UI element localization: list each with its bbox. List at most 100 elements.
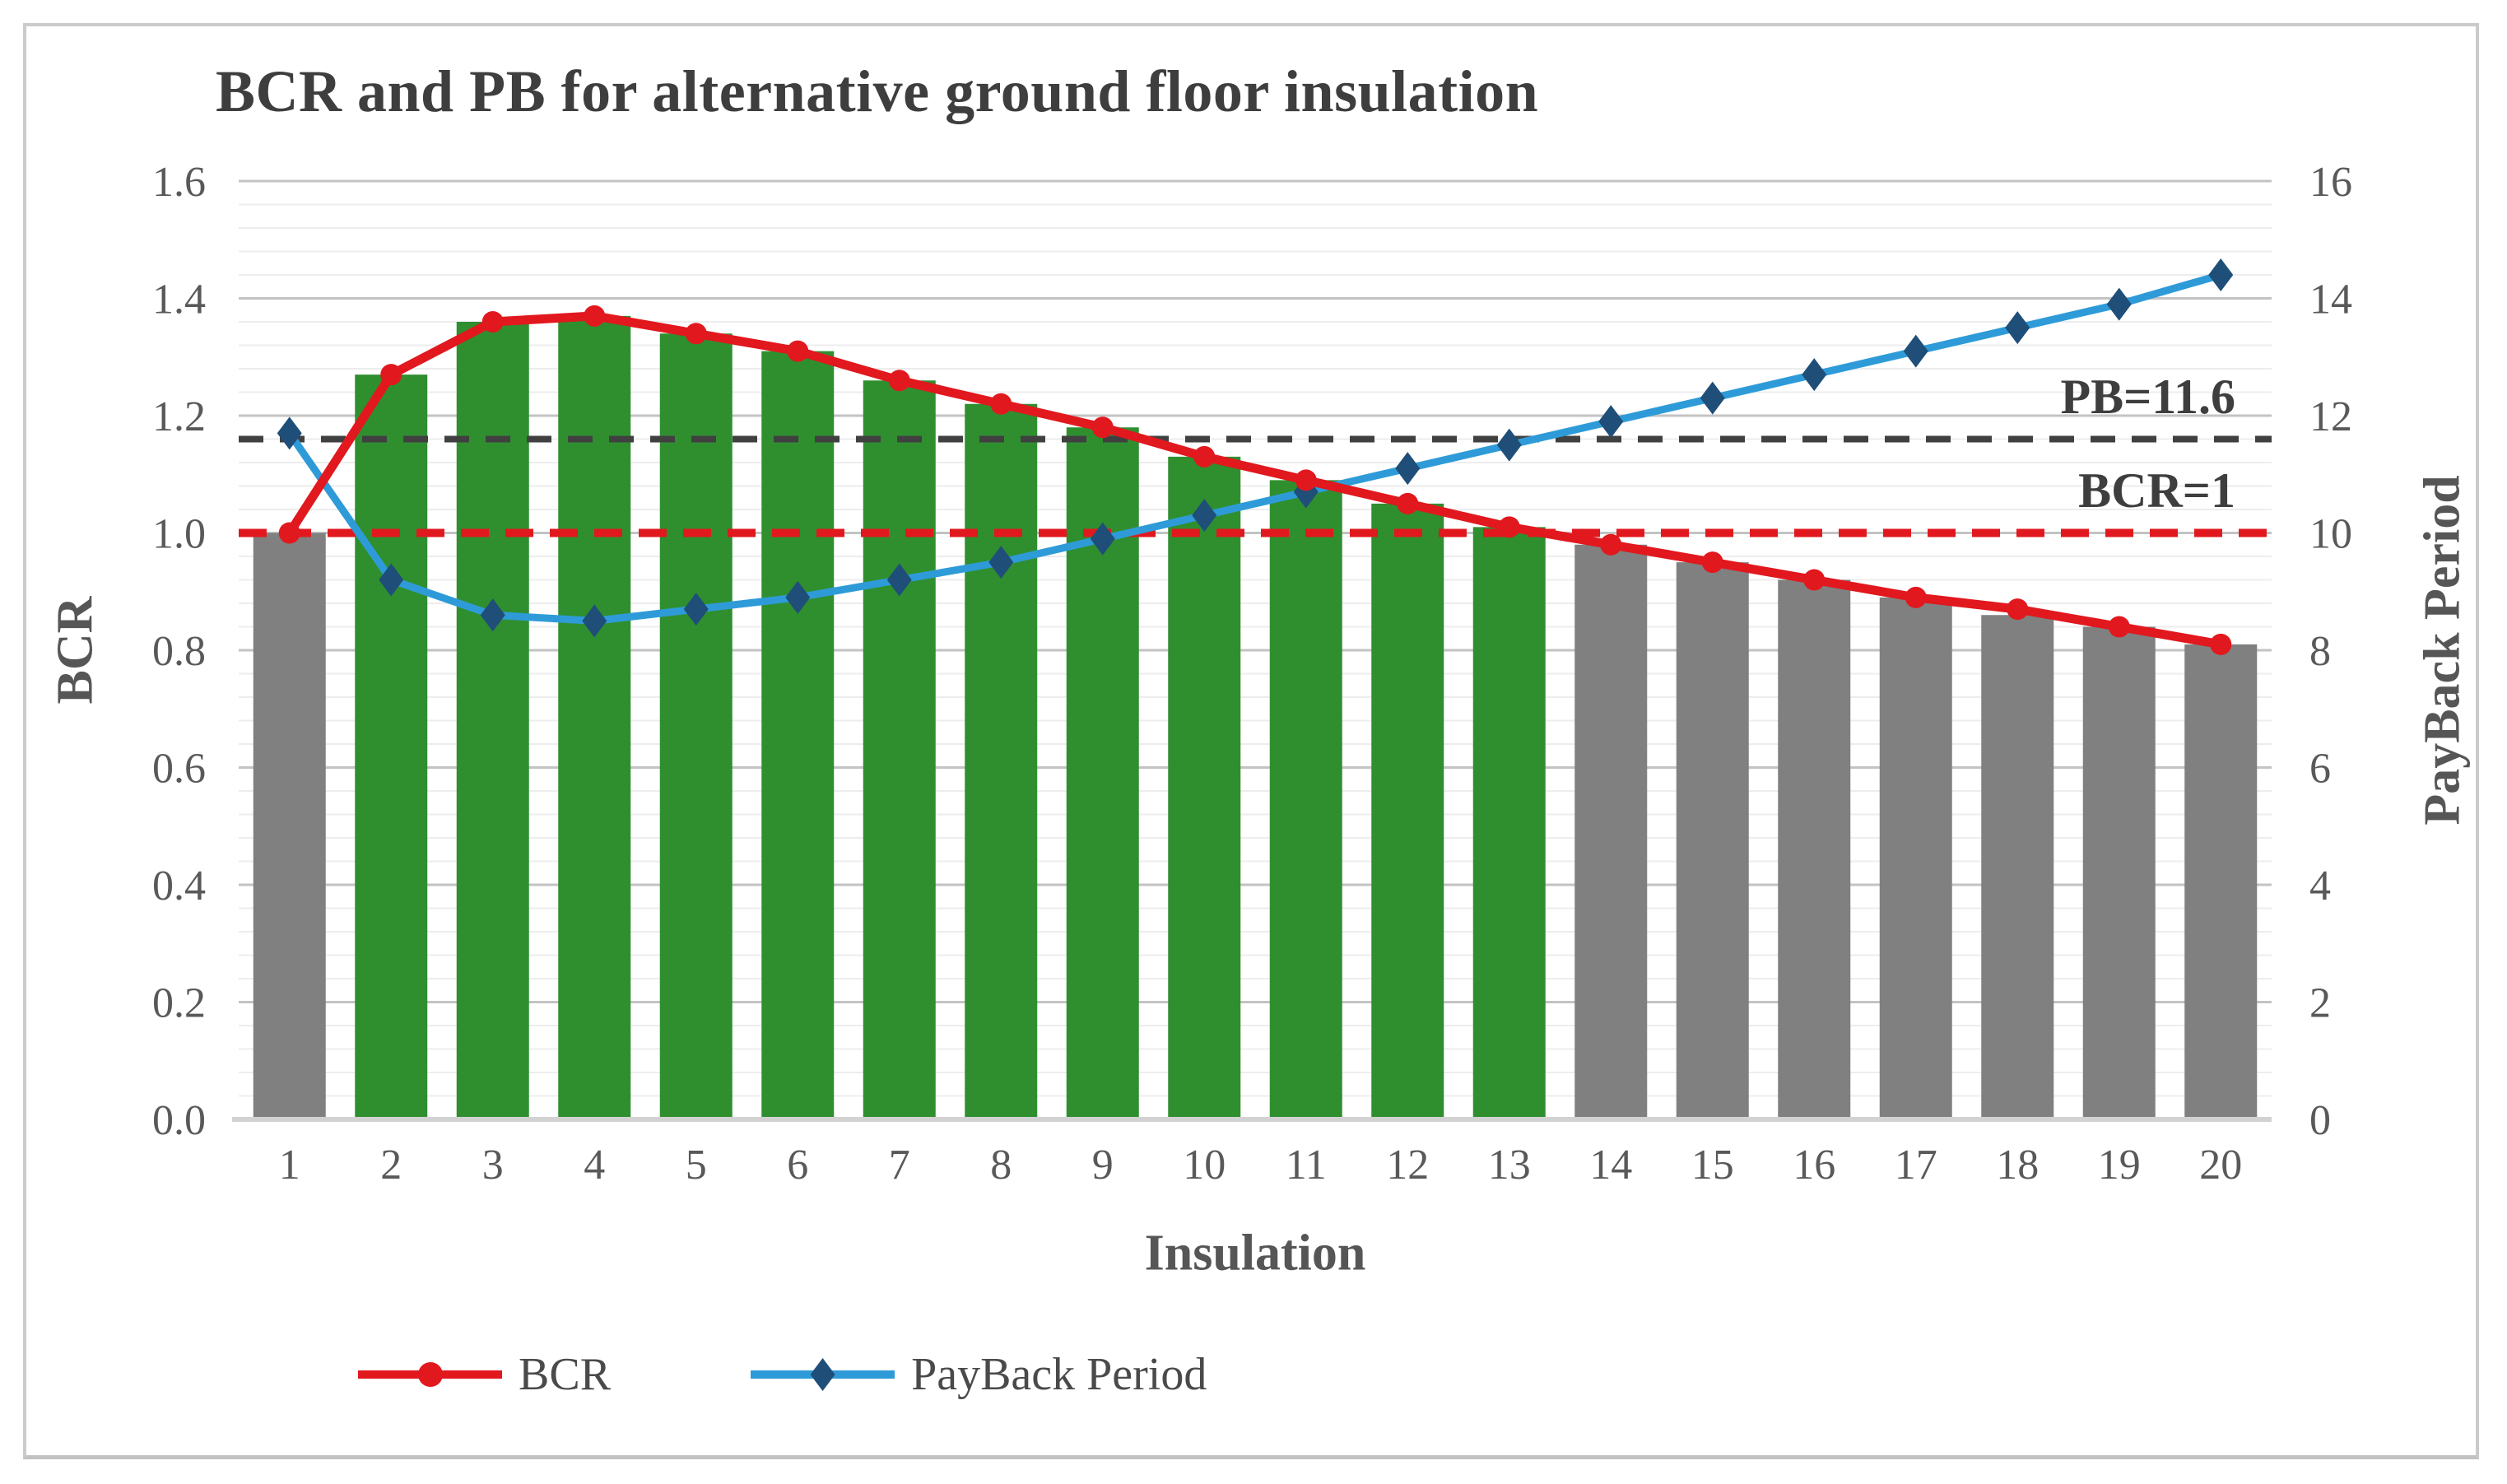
- x-axis-tick: 15: [1691, 1142, 1734, 1189]
- bcr-marker-3: [481, 311, 504, 333]
- payback-marker-13: [1496, 428, 1522, 462]
- payback-marker-14: [1598, 405, 1624, 439]
- y-axis-tick-left: 1.0: [152, 511, 206, 558]
- bcr-marker-2: [380, 364, 402, 386]
- bar-insulation-15: [1676, 562, 1749, 1119]
- x-axis-tick: 7: [889, 1142, 910, 1189]
- bcr-dot-marker-icon: [417, 1362, 443, 1387]
- bar-insulation-16: [1778, 579, 1851, 1119]
- bar-insulation-19: [2082, 626, 2156, 1119]
- bar-insulation-14: [1574, 544, 1648, 1119]
- bcr-marker-6: [787, 340, 809, 362]
- bcr-marker-13: [1498, 516, 1520, 538]
- bar-insulation-17: [1879, 597, 1952, 1119]
- y-axis-tick-left: 0.0: [152, 1097, 206, 1144]
- payback-marker-6: [785, 580, 811, 614]
- y-axis-title-left: BCR: [47, 596, 104, 705]
- x-axis-tick: 1: [279, 1142, 300, 1189]
- bar-insulation-5: [659, 333, 733, 1119]
- bar-insulation-6: [761, 351, 835, 1119]
- bar-insulation-10: [1168, 456, 1241, 1119]
- bcr-line: [286, 311, 2222, 649]
- bcr-marker-14: [1600, 533, 1622, 556]
- x-axis-tick: 18: [1996, 1142, 2039, 1189]
- bar-insulation-8: [965, 403, 1038, 1119]
- payback-marker-4: [582, 604, 607, 638]
- bar-insulation-1: [253, 533, 326, 1119]
- x-axis-tick: 3: [482, 1142, 504, 1189]
- legend-label-payback: PayBack Period: [911, 1349, 1207, 1400]
- bar-insulation-13: [1472, 527, 1546, 1119]
- chart-title: BCR and PB for alternative ground floor …: [216, 58, 1539, 124]
- legend-label-bcr: BCR: [519, 1349, 612, 1400]
- bcr-marker-9: [1091, 416, 1114, 439]
- bar-insulation-3: [456, 322, 529, 1119]
- y-axis-tick-right: 12: [2309, 393, 2352, 440]
- y-axis-tick-left: 0.8: [152, 628, 206, 675]
- legend-item-payback: PayBack Period: [751, 1348, 1207, 1401]
- payback-marker-7: [886, 563, 912, 597]
- payback-marker-17: [1903, 334, 1928, 368]
- payback-marker-20: [2208, 258, 2234, 291]
- bar-insulation-11: [1269, 480, 1342, 1119]
- bar-insulation-4: [558, 315, 631, 1119]
- bcr-marker-1: [278, 522, 300, 544]
- bcr-marker-17: [1905, 586, 1927, 608]
- payback-marker-12: [1395, 452, 1421, 486]
- x-axis-tick: 8: [990, 1142, 1012, 1189]
- payback-marker-10: [1192, 499, 1217, 533]
- y-axis-tick-right: 2: [2309, 980, 2331, 1027]
- bar-insulation-12: [1371, 503, 1444, 1119]
- y-axis-tick-right: 10: [2309, 511, 2352, 558]
- payback-marker-18: [2005, 311, 2030, 345]
- bcr-marker-8: [990, 393, 1012, 415]
- payback-marker-15: [1700, 381, 1725, 415]
- annotation-pb: PB=11.6: [2060, 370, 2235, 424]
- x-axis-tick: 19: [2098, 1142, 2141, 1189]
- x-axis-tick: 5: [686, 1142, 707, 1189]
- y-axis-tick-left: 1.6: [152, 159, 206, 206]
- bcr-marker-15: [1701, 551, 1723, 574]
- bar-insulation-7: [863, 380, 936, 1119]
- payback-marker-2: [379, 563, 404, 597]
- y-axis-tick-right: 6: [2309, 746, 2331, 793]
- y-axis-tick-left: 0.6: [152, 746, 206, 793]
- y-axis-tick-left: 0.2: [152, 980, 206, 1027]
- y-axis-title-right: PayBack Period: [2414, 475, 2471, 826]
- x-axis-tick: 17: [1895, 1142, 1937, 1189]
- x-axis-title: Insulation: [1144, 1225, 1366, 1282]
- x-axis-tick: 20: [2199, 1142, 2242, 1189]
- bcr-marker-10: [1193, 445, 1216, 468]
- x-axis-tick: 10: [1183, 1142, 1226, 1189]
- x-axis-tick: 11: [1286, 1142, 1327, 1189]
- y-axis-tick-right: 14: [2309, 277, 2352, 323]
- payback-marker-3: [480, 598, 505, 632]
- bcr-marker-18: [2007, 598, 2029, 621]
- y-axis-tick-left: 1.4: [152, 277, 206, 323]
- bcr-marker-16: [1803, 569, 1826, 591]
- payback-marker-19: [2106, 287, 2132, 321]
- x-axis-tick: 2: [380, 1142, 402, 1189]
- annotation-bcr: BCR=1: [2078, 463, 2235, 518]
- payback-marker-8: [988, 546, 1014, 579]
- bar-insulation-2: [355, 374, 428, 1119]
- x-axis-tick: 14: [1589, 1142, 1632, 1189]
- x-axis-tick: 9: [1092, 1142, 1114, 1189]
- y-axis-tick-left: 0.4: [152, 863, 206, 909]
- bcr-marker-4: [584, 305, 606, 327]
- x-axis-tick: 6: [787, 1142, 808, 1189]
- payback-marker-9: [1090, 522, 1115, 556]
- x-axis-tick: 4: [584, 1142, 605, 1189]
- bcr-marker-20: [2210, 633, 2232, 655]
- bcr-marker-11: [1295, 469, 1317, 491]
- legend-item-bcr: BCR: [358, 1348, 611, 1401]
- y-axis-tick-right: 4: [2309, 863, 2331, 909]
- y-axis-tick-right: 8: [2309, 628, 2331, 675]
- payback-period-line: [286, 271, 2222, 625]
- payback-diamond-marker-icon: [810, 1358, 835, 1391]
- bar-insulation-20: [2184, 644, 2258, 1119]
- x-axis-tick: 13: [1488, 1142, 1531, 1189]
- figure-frame: [23, 23, 2479, 1459]
- bcr-line-swatch-icon: [358, 1362, 502, 1387]
